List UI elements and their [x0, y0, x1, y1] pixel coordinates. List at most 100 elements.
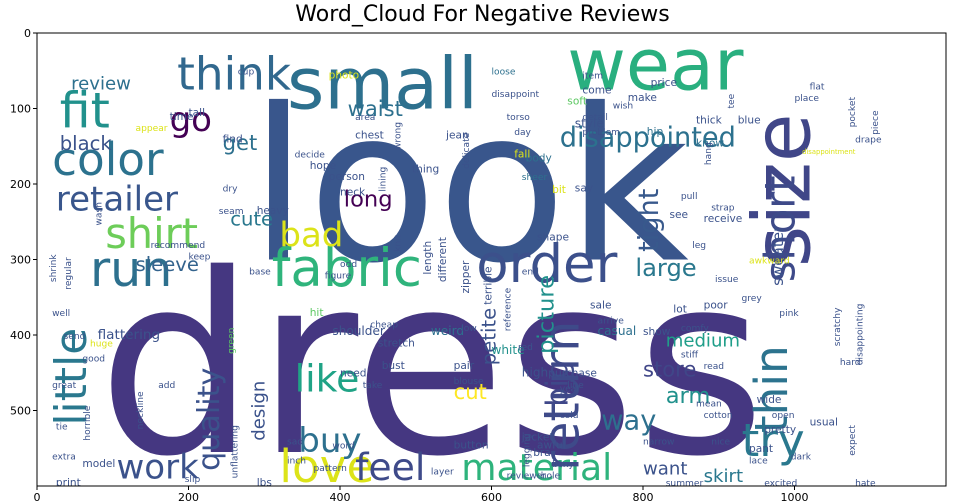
- word-chest: chest: [355, 130, 384, 142]
- word-hang: hang: [704, 142, 714, 165]
- word-lace: lace: [749, 456, 768, 466]
- word-hit: hit: [310, 307, 324, 319]
- y-tick-label: 500: [10, 405, 31, 418]
- word-wide: wide: [757, 394, 782, 406]
- word-shirt: shirt: [105, 209, 198, 258]
- word-purchase: purchase: [548, 368, 597, 380]
- word-sheer: sheer: [522, 173, 548, 183]
- word-torso: torso: [507, 113, 531, 123]
- chart-title: Word_Cloud For Negative Reviews: [295, 2, 670, 27]
- word-wear: wear: [567, 23, 744, 107]
- word-little: little: [46, 328, 97, 426]
- y-tick-label: 0: [24, 27, 31, 40]
- word-know: know: [696, 137, 724, 149]
- word-large: large: [635, 254, 696, 282]
- word-reviewer: reviewer: [507, 471, 547, 481]
- word-make: make: [628, 92, 657, 104]
- word-long: long: [344, 187, 393, 213]
- word-red: red: [518, 343, 533, 353]
- word-word: word: [332, 441, 354, 451]
- word-awkward: awkward: [749, 256, 790, 266]
- word-area: area: [355, 113, 375, 123]
- word-arm: arm: [666, 383, 711, 409]
- word-go: go: [170, 100, 212, 140]
- word-find: find: [223, 134, 243, 146]
- word-bit: bit: [552, 184, 566, 196]
- word-read: read: [704, 362, 724, 372]
- word-skirt: skirt: [704, 466, 743, 487]
- word-boxy: boxy: [552, 460, 574, 470]
- word-zipper: zipper: [460, 260, 472, 293]
- word-get: get: [223, 130, 258, 155]
- word-issue: issue: [715, 275, 739, 285]
- word-person: person: [329, 171, 365, 183]
- word-good: good: [82, 354, 105, 364]
- word-cold: cold: [560, 411, 579, 421]
- word-seam: seam: [219, 207, 244, 217]
- word-year: year: [560, 385, 581, 395]
- word-dark: dark: [791, 453, 812, 463]
- word-low: low: [461, 324, 477, 334]
- word-return: return: [533, 321, 591, 471]
- word-review: review: [71, 74, 131, 95]
- x-axis: 0 200 400 600 800 1000: [34, 486, 809, 503]
- word-sweater: sweater: [769, 225, 787, 286]
- word-narrow: narrow: [643, 438, 675, 448]
- word-white: white: [492, 343, 525, 357]
- word-extra: extra: [52, 453, 76, 463]
- word-bust: bust: [382, 360, 405, 372]
- word-lining: lining: [378, 167, 388, 192]
- word-look: look: [249, 64, 689, 310]
- word-end: end: [522, 268, 539, 278]
- word-receive: receive: [704, 213, 743, 225]
- word-color: color: [52, 133, 164, 186]
- word-say: say: [575, 183, 593, 195]
- word-cute: cute: [230, 208, 273, 231]
- word-great: great: [52, 381, 76, 391]
- word-need: need: [340, 368, 366, 380]
- word-problem: problem: [582, 128, 620, 138]
- word-sad: sad: [287, 438, 303, 448]
- word-feel: feel: [355, 445, 425, 489]
- word-slip: slip: [185, 475, 201, 485]
- word-poor: poor: [704, 300, 729, 312]
- word-tight: tight: [634, 188, 665, 252]
- word-send: send: [64, 332, 86, 342]
- y-tick-label: 200: [10, 178, 31, 191]
- word-comfy: comfy: [681, 324, 709, 334]
- word-thing: thing: [412, 164, 439, 176]
- word-body: body: [526, 152, 552, 164]
- word-take: take: [363, 381, 383, 391]
- word-petite: petite: [477, 308, 500, 365]
- word-layer: layer: [431, 468, 454, 478]
- x-tick-label: 800: [633, 491, 654, 503]
- word-nice: nice: [711, 438, 730, 448]
- word-stiff: stiff: [681, 351, 699, 361]
- word-print: print: [56, 477, 81, 489]
- word-mean: mean: [696, 400, 722, 410]
- x-tick-label: 600: [481, 491, 502, 503]
- word-shape: shape: [537, 232, 569, 244]
- y-axis: 0 100 200 300 400 500: [10, 27, 37, 418]
- word-expect: expect: [848, 425, 858, 456]
- word-soft: soft: [567, 96, 587, 108]
- word-base: base: [249, 268, 271, 278]
- word-regular: regular: [64, 257, 74, 290]
- word-sleeve: sleeve: [136, 253, 199, 276]
- word-fabric: fabric: [272, 238, 422, 299]
- word-delicate: delicate: [462, 132, 472, 169]
- word-leg: leg: [692, 241, 706, 251]
- word-weird: weird: [431, 324, 464, 338]
- word-green: green: [227, 328, 237, 354]
- word-cheap: cheap: [370, 320, 398, 330]
- word-jean: jean: [445, 130, 469, 142]
- word-retailer: retailer: [56, 179, 178, 219]
- word-try: try: [742, 414, 805, 467]
- word-tee: tee: [727, 93, 737, 108]
- word-way: way: [601, 405, 656, 436]
- word-dry: dry: [223, 185, 239, 195]
- word-drape: drape: [855, 136, 882, 146]
- word-big: big: [540, 360, 575, 407]
